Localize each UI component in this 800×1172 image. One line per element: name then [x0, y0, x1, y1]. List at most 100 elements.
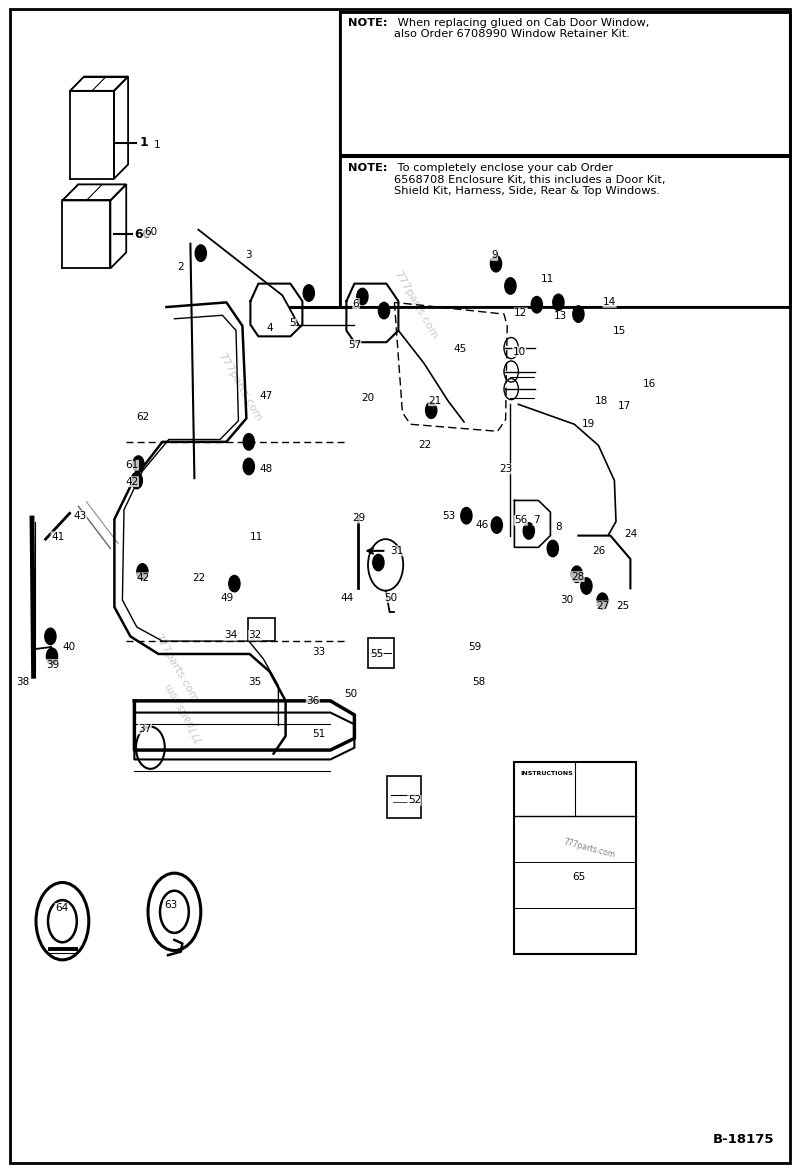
- Circle shape: [547, 540, 558, 557]
- Text: 11: 11: [541, 274, 554, 284]
- Text: 777parts.com: 777parts.com: [216, 350, 264, 423]
- Circle shape: [229, 575, 240, 592]
- Circle shape: [133, 456, 144, 472]
- Text: 63: 63: [164, 900, 177, 909]
- Text: 29: 29: [352, 513, 365, 523]
- Text: 49: 49: [221, 593, 234, 602]
- Circle shape: [531, 297, 542, 313]
- Text: 777parts.com: 777parts.com: [562, 837, 616, 859]
- Text: 6: 6: [353, 299, 359, 308]
- Circle shape: [571, 566, 582, 582]
- Text: INSTRUCTIONS: INSTRUCTIONS: [521, 771, 574, 776]
- Text: 42: 42: [137, 573, 150, 582]
- Text: 21: 21: [429, 396, 442, 406]
- Circle shape: [597, 593, 608, 609]
- Bar: [340, 157, 790, 307]
- Circle shape: [491, 517, 502, 533]
- Text: 9: 9: [491, 251, 498, 260]
- Text: 44: 44: [341, 593, 354, 602]
- Circle shape: [357, 288, 368, 305]
- Text: 46: 46: [476, 520, 489, 530]
- Circle shape: [573, 306, 584, 322]
- Text: 58: 58: [472, 677, 485, 687]
- Text: 2: 2: [178, 263, 184, 272]
- Circle shape: [426, 402, 437, 418]
- Text: 32: 32: [249, 631, 262, 640]
- Circle shape: [505, 278, 516, 294]
- Text: 5: 5: [290, 319, 296, 328]
- Text: 60: 60: [144, 227, 157, 237]
- Text: 62: 62: [136, 413, 149, 422]
- Text: 45: 45: [454, 345, 466, 354]
- Text: To completely enclose your cab Order
6568708 Enclosure Kit, this includes a Door: To completely enclose your cab Order 656…: [394, 163, 666, 196]
- Text: 8: 8: [555, 523, 562, 532]
- Text: 50: 50: [385, 593, 398, 602]
- Text: 18: 18: [595, 396, 608, 406]
- Text: 34: 34: [224, 631, 237, 640]
- Text: 36: 36: [306, 696, 319, 706]
- Text: 65: 65: [572, 872, 585, 881]
- Text: 22: 22: [418, 441, 431, 450]
- Text: 4: 4: [266, 323, 273, 333]
- Text: 43: 43: [74, 511, 86, 520]
- Circle shape: [195, 245, 206, 261]
- Text: 48: 48: [260, 464, 273, 473]
- Bar: [387, 776, 421, 818]
- Circle shape: [303, 285, 314, 301]
- Circle shape: [373, 554, 384, 571]
- Text: 42: 42: [126, 477, 138, 486]
- Text: 3: 3: [245, 251, 251, 260]
- Circle shape: [243, 458, 254, 475]
- Text: 38: 38: [16, 677, 29, 687]
- Text: 33: 33: [312, 647, 325, 656]
- Text: NOTE:: NOTE:: [348, 18, 387, 28]
- Circle shape: [378, 302, 390, 319]
- Text: 1: 1: [154, 141, 160, 150]
- Text: 10: 10: [513, 347, 526, 356]
- Circle shape: [137, 564, 148, 580]
- Text: 60: 60: [134, 227, 152, 241]
- Text: 53: 53: [442, 511, 455, 520]
- Bar: [340, 12, 790, 307]
- Text: NOTE:: NOTE:: [348, 163, 387, 173]
- Text: 24: 24: [624, 530, 637, 539]
- Bar: [514, 762, 636, 954]
- Text: 17: 17: [618, 401, 630, 410]
- Text: 777parts.com: 777parts.com: [152, 632, 200, 704]
- Bar: [340, 12, 790, 155]
- Text: 12: 12: [514, 308, 527, 318]
- Bar: [248, 618, 275, 641]
- Text: 15: 15: [613, 326, 626, 335]
- Text: 64: 64: [55, 904, 68, 913]
- Circle shape: [45, 628, 56, 645]
- Text: 59: 59: [469, 642, 482, 652]
- Text: 16: 16: [643, 380, 656, 389]
- Text: B-18175: B-18175: [713, 1133, 774, 1146]
- Text: 40: 40: [62, 642, 75, 652]
- Text: 1: 1: [139, 136, 148, 150]
- Text: 19: 19: [582, 420, 595, 429]
- Text: 27: 27: [596, 601, 609, 611]
- Circle shape: [523, 523, 534, 539]
- Text: 56: 56: [514, 516, 527, 525]
- Text: 11: 11: [250, 532, 262, 541]
- Text: 28: 28: [571, 572, 584, 581]
- Text: 55: 55: [370, 649, 383, 659]
- Text: 13: 13: [554, 312, 566, 321]
- Circle shape: [243, 434, 254, 450]
- Text: 20: 20: [362, 394, 374, 403]
- Text: 777parts.com: 777parts.com: [162, 681, 206, 744]
- Bar: [368, 638, 394, 668]
- Text: 777parts.com: 777parts.com: [392, 268, 440, 341]
- Text: 47: 47: [260, 391, 273, 401]
- Text: When replacing glued on Cab Door Window,
also Order 6708990 Window Retainer Kit.: When replacing glued on Cab Door Window,…: [394, 18, 650, 39]
- Text: 52: 52: [408, 796, 421, 805]
- Circle shape: [490, 255, 502, 272]
- Text: 51: 51: [313, 729, 326, 738]
- Text: 41: 41: [51, 532, 64, 541]
- Text: 22: 22: [193, 573, 206, 582]
- Text: 50: 50: [344, 689, 357, 699]
- Circle shape: [553, 294, 564, 311]
- Text: 57: 57: [348, 340, 361, 349]
- Circle shape: [581, 578, 592, 594]
